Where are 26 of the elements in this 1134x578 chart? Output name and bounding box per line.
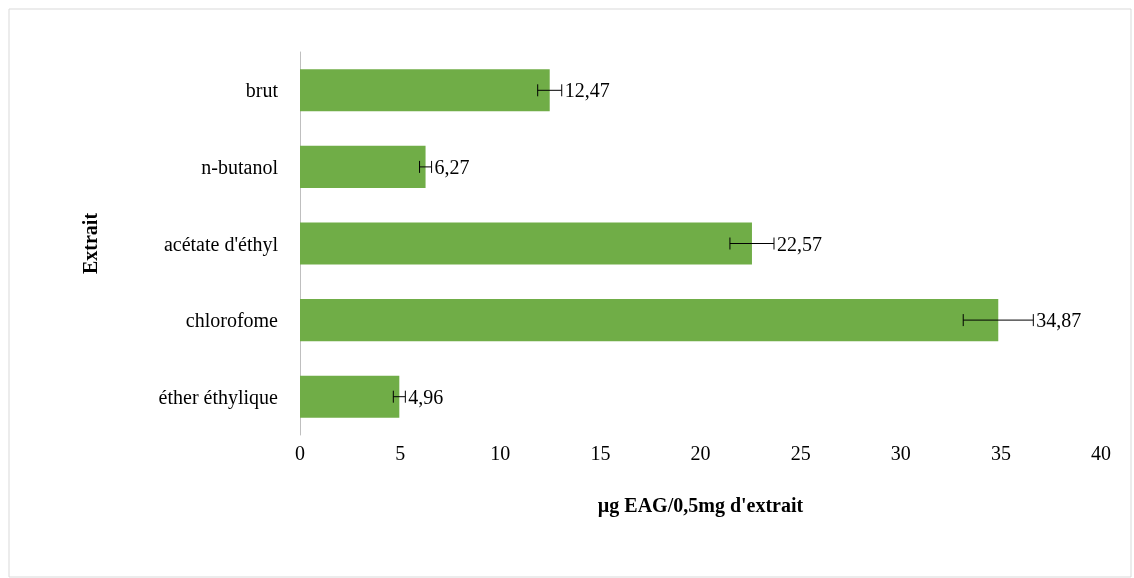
data-label: 6,27 (434, 155, 470, 178)
x-tick-label: 30 (890, 442, 911, 464)
bar (300, 69, 550, 112)
y-tick-label: n-butanol (201, 155, 279, 178)
bar (300, 375, 400, 418)
x-tick-label: 35 (990, 442, 1011, 464)
x-tick-label: 5 (395, 442, 406, 464)
data-label: 22,57 (776, 232, 822, 255)
x-tick-label: 20 (690, 442, 711, 464)
y-tick-label: chlorofome (185, 309, 279, 332)
x-tick-label: 0 (295, 442, 305, 464)
data-label: 4,96 (408, 385, 444, 408)
data-label: 12,47 (564, 79, 610, 102)
x-tick-label: 40 (1091, 442, 1111, 464)
data-label: 34,87 (1036, 309, 1082, 332)
y-tick-label: acétate d'éthyl (163, 232, 279, 256)
y-tick-label: éther éthylique (158, 385, 279, 409)
y-tick-label: brut (245, 79, 279, 102)
x-tick-label: 15 (590, 442, 611, 464)
bar (300, 222, 752, 265)
x-axis-title: µg EAG/0,5mg d'extrait (597, 494, 804, 517)
x-tick-label: 10 (490, 442, 511, 464)
x-tick-label: 25 (790, 442, 811, 464)
bar (300, 299, 999, 342)
y-axis-title: Extrait (79, 212, 101, 275)
bar (300, 145, 426, 188)
